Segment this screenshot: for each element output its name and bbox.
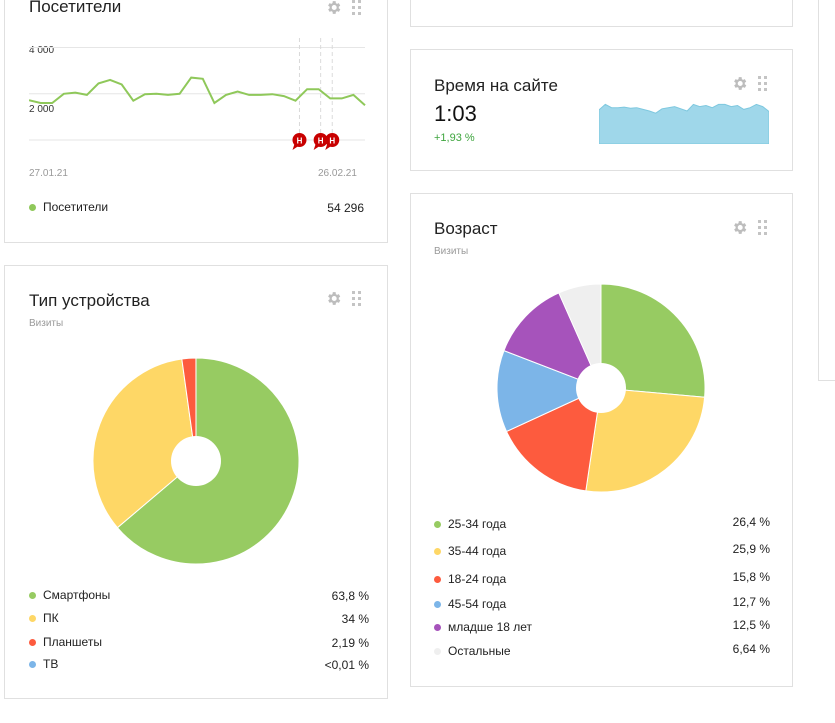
legend-label: Остальные [448,644,511,658]
legend-item[interactable]: Остальные [434,642,511,660]
gear-icon[interactable] [325,290,342,307]
legend-label: 18-24 года [448,572,507,586]
drag-handle-icon[interactable] [758,75,767,92]
gear-icon[interactable] [325,0,342,16]
legend-dot [434,520,441,528]
device-legend: Смартфоны 63,8 % ПК 34 % Планшеты 2,19 %… [29,586,369,686]
annotation-marker-icon: Н [313,133,328,150]
legend-value: 63,8 % [331,589,369,603]
donut-hole [171,436,221,486]
legend-label: Посетители [43,200,109,214]
annotation-marker-label: Н [297,137,303,146]
device-donut-chart [92,357,300,565]
legend-label: Планшеты [43,635,102,649]
legend-value: 12,5 % [732,618,770,632]
sparkline-area [599,103,769,144]
legend-label: 25-34 года [448,517,507,531]
card-title: Тип устройства [29,291,150,310]
metric-change: +1,93 % [434,132,475,144]
card-title: Возраст [434,219,498,238]
gear-icon[interactable] [731,219,748,236]
series-line [29,76,366,107]
legend-value: 15,8 % [732,570,770,584]
annotation-marker-icon: Н [292,133,307,150]
legend-label: ТВ [43,657,59,671]
drag-handle-icon[interactable] [352,290,361,307]
pie-slice [181,357,197,462]
legend-dot [434,547,441,555]
legend-dot [434,623,441,631]
time-on-site-sparkline [599,103,769,144]
legend-value: 26,4 % [732,515,770,529]
pie-slice [92,358,197,529]
annotation-marker-label: Н [318,137,324,146]
legend-label: младше 18 лет [448,620,533,634]
date-start-label: 27.01.21 [29,168,68,179]
offscreen-card-edge [818,0,835,381]
annotation-marker-label: Н [329,137,335,146]
legend-item[interactable]: Посетители [29,198,108,216]
legend-item[interactable]: младше 18 лет [434,618,532,636]
legend-item[interactable]: ТВ [29,655,58,673]
legend-item[interactable]: 45-54 года [434,595,506,613]
annotation-marker-icon: Н [325,133,340,150]
card-tools [731,75,767,92]
pie-slice [585,387,706,493]
legend-dot [29,638,36,646]
legend-value: 12,7 % [732,595,770,609]
card-title: Посетители [29,0,122,16]
legend-dot [29,660,36,668]
card-title: Время на сайте [434,76,558,95]
donut-hole [576,363,626,413]
card-subtitle: Визиты [434,246,469,257]
legend-dot [29,614,36,622]
legend-dot [29,203,36,211]
legend-label: ПК [43,611,59,625]
card-tools [325,0,361,16]
legend-dot [29,591,36,599]
legend-dot [434,647,441,655]
legend-label: 45-54 года [448,597,507,611]
legend-value: 54 296 [327,201,364,215]
card-tools [325,290,361,307]
gear-icon[interactable] [731,75,748,92]
drag-handle-icon[interactable] [352,0,361,16]
device-type-card: Тип устройства Визиты Смартфоны 63,8 % П… [4,265,388,699]
time-on-site-card: Время на сайте 1:03 +1,93 % [410,49,793,171]
card-tools [731,219,767,236]
metric-value: 1:03 [434,101,477,126]
legend-item[interactable]: Смартфоны [29,586,110,604]
legend-item[interactable]: 25-34 года [434,515,506,533]
age-card: Возраст Визиты 25-34 года 26,4 % 35-44 г… [410,193,793,687]
legend-label: 35-44 года [448,544,507,558]
card-subtitle: Визиты [29,318,64,329]
legend-value: <0,01 % [324,658,369,672]
legend-item[interactable]: Планшеты [29,633,102,651]
age-legend: 25-34 года 26,4 % 35-44 года 25,9 % 18-2… [434,515,770,665]
pie-slice [503,292,602,389]
legend-value: 2,19 % [331,636,369,650]
y-tick-label: 4 000 [29,45,55,56]
date-end-label: 26.02.21 [318,168,357,179]
legend-value: 34 % [341,612,369,626]
drag-handle-icon[interactable] [758,219,767,236]
legend-dot [434,600,441,608]
y-tick-label: 2 000 [29,104,55,115]
pie-slice [496,349,603,433]
legend-dot [434,575,441,583]
top-stub-card [410,0,793,27]
pie-slice [600,283,706,398]
legend-value: 6,64 % [732,642,770,656]
pie-slice [558,283,602,389]
legend-item[interactable]: 18-24 года [434,570,506,588]
legend-item[interactable]: 35-44 года [434,542,506,560]
legend-value: 25,9 % [732,542,770,556]
legend-item[interactable]: ПК [29,609,59,627]
pie-slice [505,387,602,492]
age-donut-chart [496,283,706,493]
legend-label: Смартфоны [43,588,111,602]
